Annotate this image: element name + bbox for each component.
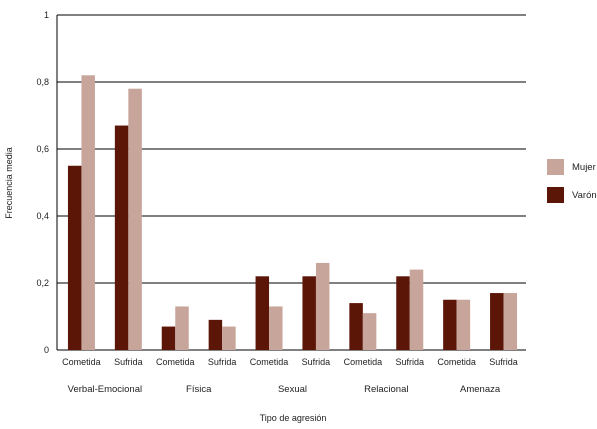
bar-mujer xyxy=(222,326,236,350)
y-axis-title: Frecuencia media xyxy=(4,147,14,219)
bar-mujer xyxy=(456,299,471,350)
y-tick-label: 1 xyxy=(44,10,49,20)
x-tick-label: Cometida xyxy=(250,357,289,367)
bar-varon xyxy=(396,276,410,350)
x-tick-label: Sufrida xyxy=(395,357,424,367)
bar-varon xyxy=(208,319,223,350)
x-tick-label: Cometida xyxy=(437,357,476,367)
bar-mujer xyxy=(409,269,424,350)
x-tick-label: Cometida xyxy=(344,357,383,367)
bar-varon xyxy=(349,303,363,350)
x-tick-label: Cometida xyxy=(156,357,195,367)
y-tick-labels: 0 0,2 0,4 0,6 0,8 1 xyxy=(36,10,49,355)
y-tick-label: 0,4 xyxy=(36,211,49,221)
x-tick-label: Sufrida xyxy=(302,357,331,367)
group-label: Sexual xyxy=(278,384,307,395)
y-tick-label: 0,6 xyxy=(36,144,49,154)
bar-varon xyxy=(114,125,129,350)
bar-varon xyxy=(161,326,176,350)
bar-varon xyxy=(490,293,504,350)
bar-mujer xyxy=(175,306,189,350)
legend-label: Mujer xyxy=(572,162,596,173)
group-label: Verbal-Emocional xyxy=(68,384,142,395)
bar-mujer xyxy=(362,313,377,350)
bar-mujer xyxy=(269,306,283,350)
bar-mujer xyxy=(315,262,330,350)
bar-mujer xyxy=(81,75,95,351)
bar-varon xyxy=(443,299,457,350)
x-tick-label: Sufrida xyxy=(114,357,143,367)
group-label: Amenaza xyxy=(460,384,501,395)
y-tick-label: 0,2 xyxy=(36,278,49,288)
x-tick-labels: Cometida Sufrida Cometida Sufrida Cometida Su… xyxy=(62,357,518,395)
y-tick-label: 0 xyxy=(44,345,49,355)
bar-varon xyxy=(67,165,82,350)
x-axis-title: Tipo de agresión xyxy=(260,413,327,423)
legend-swatch xyxy=(547,187,564,203)
y-tick-label: 0,8 xyxy=(36,77,49,87)
legend-swatch xyxy=(547,159,564,175)
legend-label: Varón xyxy=(572,190,597,201)
bar-varon xyxy=(302,276,316,350)
x-tick-label: Cometida xyxy=(62,357,101,367)
x-tick-label: Sufrida xyxy=(208,357,237,367)
legend: Mujer Varón xyxy=(547,159,597,203)
bar-mujer xyxy=(128,88,142,350)
group-label: Física xyxy=(186,384,212,395)
group-label: Relacional xyxy=(364,384,408,395)
bar-varon xyxy=(255,276,270,350)
bar-mujer xyxy=(503,293,518,350)
x-tick-label: Sufrida xyxy=(489,357,518,367)
bar-layer xyxy=(67,75,518,351)
